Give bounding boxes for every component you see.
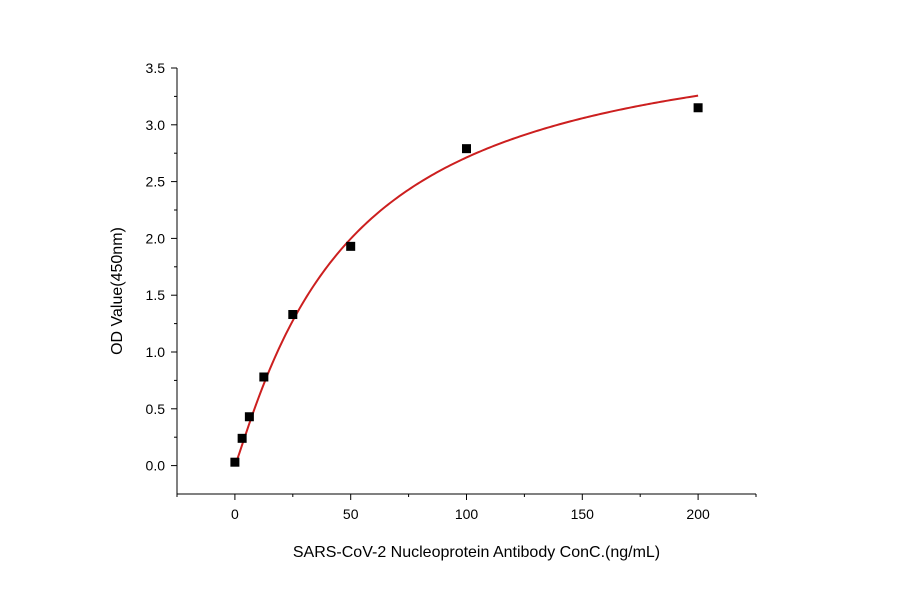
data-point [462,144,471,154]
y-tick-label: 2.0 [146,230,166,246]
y-tick-label: 1.5 [146,287,166,303]
data-point [288,310,298,320]
y-axis-ticks: 0.0 0.5 1.0 1.5 2.0 2.5 3.0 3.5 [146,60,177,474]
data-point [346,241,356,251]
data-point [693,103,703,113]
y-tick-label: 3.5 [146,60,166,76]
data-points [230,103,703,467]
x-axis-ticks: 0 50 100 150 200 [176,494,757,522]
x-tick-label: 100 [455,506,479,522]
x-tick-label: 200 [686,506,710,522]
y-tick-label: 2.5 [146,174,166,190]
y-tick-label: 3.0 [146,117,166,133]
fit-curve-group [233,94,699,466]
data-point [230,457,240,467]
x-axis-title: SARS-CoV-2 Nucleoprotein Antibody ConC.(… [293,544,660,561]
data-point [237,433,247,443]
y-tick-label: 0.5 [146,401,166,417]
y-tick-label: 1.0 [146,344,166,360]
data-point [259,372,269,382]
data-point [244,412,254,422]
x-tick-label: 50 [343,506,359,522]
x-tick-label: 0 [231,506,239,522]
fit-curve [233,94,699,466]
y-tick-label: 0.0 [146,458,166,474]
x-tick-label: 150 [571,506,595,522]
y-axis-title: OD Value(450nm) [109,227,126,355]
axes [176,68,756,495]
